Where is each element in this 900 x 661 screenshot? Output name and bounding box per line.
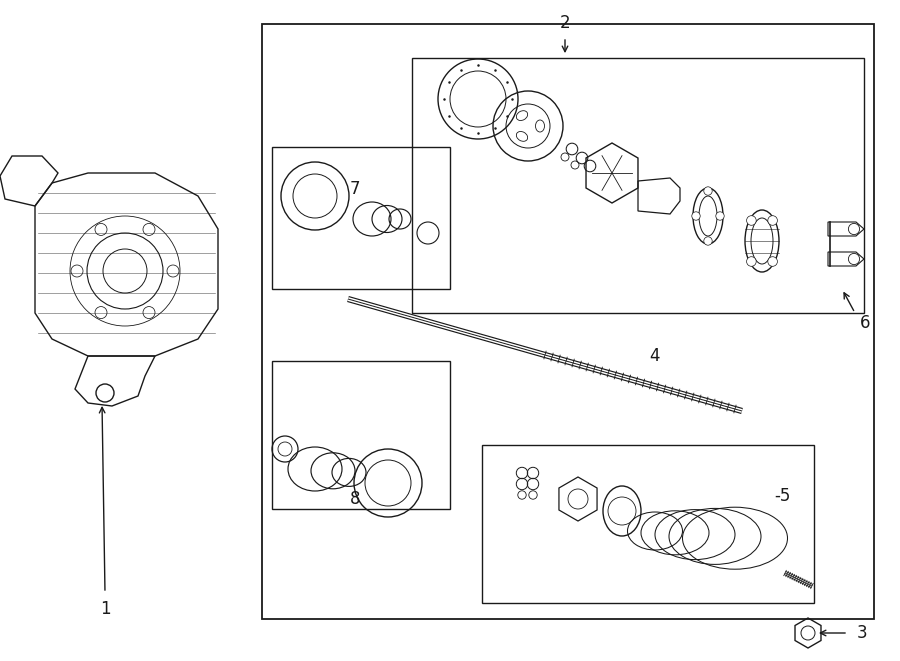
Circle shape (747, 215, 756, 225)
Circle shape (95, 223, 107, 235)
Circle shape (704, 187, 712, 195)
Circle shape (71, 265, 83, 277)
Circle shape (768, 215, 778, 225)
Circle shape (143, 307, 155, 319)
Bar (272, 147, 450, 289)
Text: 6: 6 (860, 314, 870, 332)
Circle shape (747, 256, 756, 266)
Circle shape (768, 256, 778, 266)
Text: 2: 2 (560, 14, 571, 32)
Text: 1: 1 (100, 600, 111, 618)
Circle shape (167, 265, 179, 277)
Circle shape (143, 223, 155, 235)
Bar (412, 58, 864, 313)
Text: 7: 7 (350, 180, 360, 198)
Circle shape (716, 212, 724, 220)
Bar (262, 24, 874, 619)
Circle shape (95, 307, 107, 319)
Bar (482, 445, 814, 603)
Bar (272, 361, 450, 509)
Text: 3: 3 (857, 624, 868, 642)
Circle shape (704, 237, 712, 245)
Text: -5: -5 (774, 487, 790, 505)
Text: 4: 4 (650, 347, 661, 365)
Circle shape (692, 212, 700, 220)
Text: 8: 8 (350, 490, 360, 508)
